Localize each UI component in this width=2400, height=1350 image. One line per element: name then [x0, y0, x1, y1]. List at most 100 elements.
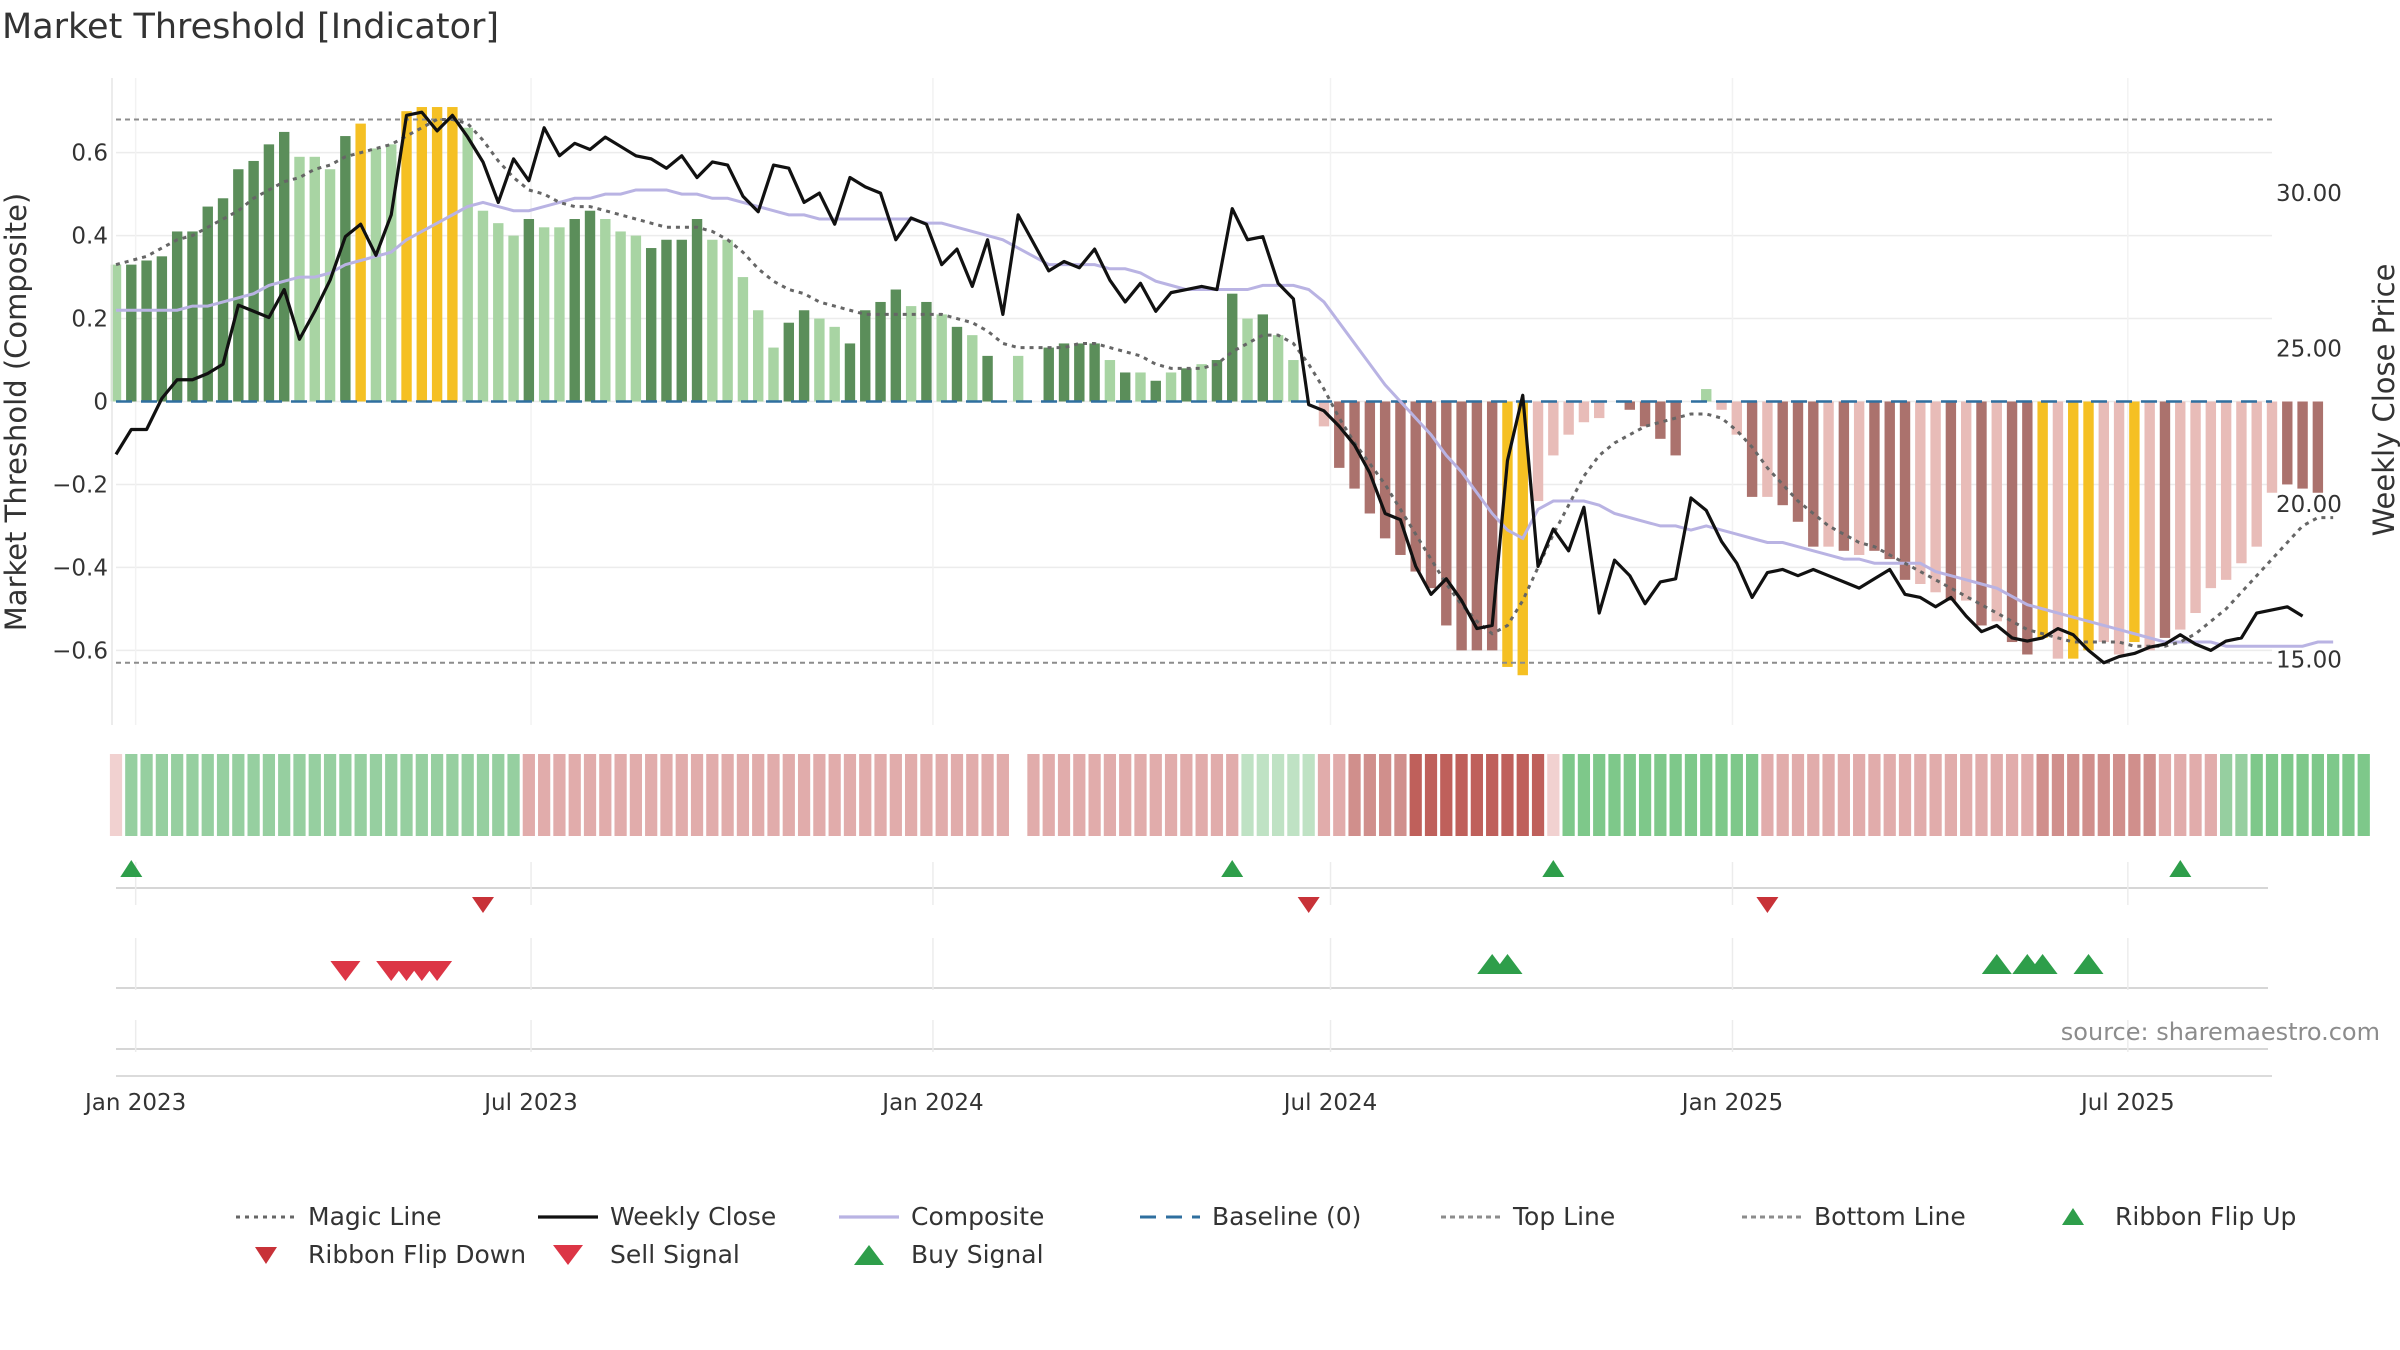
ribbon-cell — [1593, 754, 1606, 836]
ribbon-cell — [1531, 754, 1545, 836]
composite-bar — [707, 239, 718, 402]
ribbon-cell — [1134, 754, 1147, 836]
ribbon-cell — [385, 754, 398, 836]
legend-label: Top Line — [1512, 1202, 1615, 1231]
buy-signal-marker — [1981, 954, 2012, 974]
legend-swatch — [854, 1245, 884, 1265]
ribbon-cell — [583, 754, 597, 836]
legend-label: Bottom Line — [1814, 1202, 1966, 1231]
composite-bar — [967, 335, 978, 402]
composite-bar — [1379, 401, 1391, 539]
composite-bar — [982, 355, 993, 402]
composite-bar — [1639, 401, 1651, 427]
composite-bar — [1425, 401, 1437, 589]
buy-signal-marker — [2027, 954, 2058, 974]
ribbon-cell — [1516, 754, 1529, 836]
y-tick-label-left: −0.6 — [52, 638, 108, 664]
composite-bar — [1318, 401, 1330, 427]
ribbon-cell — [981, 754, 994, 836]
composite-bar — [2312, 401, 2324, 493]
composite-bar — [263, 144, 275, 402]
composite-bar — [1211, 360, 1223, 402]
y-tick-label-left: 0.6 — [71, 141, 108, 167]
ribbon-cell — [645, 754, 658, 836]
x-tick-label: Jan 2025 — [1680, 1090, 1783, 1116]
composite-bar — [1364, 401, 1376, 514]
ribbon-cell — [828, 754, 841, 836]
ribbon-cell — [125, 754, 138, 836]
legend-label: Sell Signal — [610, 1240, 740, 1269]
ribbon-cell — [1807, 754, 1820, 836]
ribbon-strip — [109, 754, 2370, 836]
ribbon-cell — [1210, 754, 1224, 836]
ribbon-cell — [293, 754, 306, 836]
reference-lines — [116, 118, 2272, 664]
ribbon-cell — [736, 754, 750, 836]
composite-bar — [202, 206, 213, 402]
ribbon-cell — [1791, 754, 1805, 836]
ribbon-cell — [1914, 754, 1927, 836]
composite-bar — [1012, 355, 1024, 402]
composite-bar — [722, 239, 733, 402]
composite-bar — [1991, 401, 2002, 622]
composite-bar — [753, 310, 764, 402]
composite-bar — [126, 264, 137, 402]
legend-item: Weekly Close — [538, 1202, 776, 1231]
ribbon-cell — [1302, 754, 1315, 836]
ribbon-cell — [1700, 754, 1713, 836]
ribbon-cell — [1944, 754, 1958, 836]
sell-signal-marker — [422, 961, 453, 981]
ribbon-cell — [476, 754, 490, 836]
weekly-close-line — [114, 110, 2304, 665]
composite-bar — [508, 235, 519, 402]
composite-bar — [110, 264, 122, 402]
ribbon-cell — [1226, 754, 1239, 836]
ribbon-cell — [2112, 754, 2126, 836]
composite-bar — [1058, 343, 1070, 402]
composite-bar — [370, 148, 382, 402]
ribbon-cell — [706, 754, 719, 836]
composite-bar — [661, 239, 672, 402]
composite-bar — [187, 231, 198, 402]
ribbon-cell — [2158, 754, 2172, 836]
ribbon-cell — [1608, 754, 1621, 836]
composite-bar — [2266, 401, 2278, 493]
ribbon-cell — [2327, 754, 2340, 836]
y-tick-label-right: 20.00 — [2276, 492, 2342, 518]
composite-bar — [248, 160, 259, 402]
ribbon-cell — [1287, 754, 1300, 836]
composite-bar — [1578, 401, 1590, 423]
composite-bar — [1731, 401, 1743, 435]
composite-bar — [493, 223, 504, 402]
ribbon-cell — [2357, 754, 2370, 836]
composite-bar — [477, 210, 489, 402]
composite-bar — [829, 326, 840, 402]
composite-bar — [615, 231, 626, 402]
ribbon-cell — [1684, 754, 1698, 836]
ribbon-cell — [1837, 754, 1850, 836]
composite-bar — [1257, 314, 1269, 402]
composite-bar — [2129, 401, 2140, 643]
ribbon-cell — [797, 754, 811, 836]
composite-bar — [1746, 401, 1758, 497]
composite-bar — [1410, 401, 1421, 572]
legend-item: Buy Signal — [854, 1240, 1044, 1269]
composite-bar — [1334, 401, 1345, 468]
composite-bar — [1838, 401, 1850, 551]
ribbon-cell — [752, 754, 765, 836]
ribbon-flip-up-marker — [1221, 860, 1244, 877]
composite-bar — [1899, 401, 1911, 580]
composite-bar — [1853, 401, 1865, 555]
chart-title: Market Threshold [Indicator] — [2, 7, 499, 47]
composite-bar — [2052, 401, 2064, 659]
x-tick-label: Jan 2023 — [83, 1090, 186, 1116]
ribbon-cell — [843, 754, 857, 836]
ribbon-cell — [1042, 754, 1055, 836]
ribbon-cell — [1929, 754, 1942, 836]
composite-bar — [279, 131, 290, 402]
ribbon-cell — [1073, 754, 1086, 836]
ribbon-cell — [950, 754, 964, 836]
ribbon-cell — [2189, 754, 2202, 836]
ribbon-cell — [1164, 754, 1178, 836]
